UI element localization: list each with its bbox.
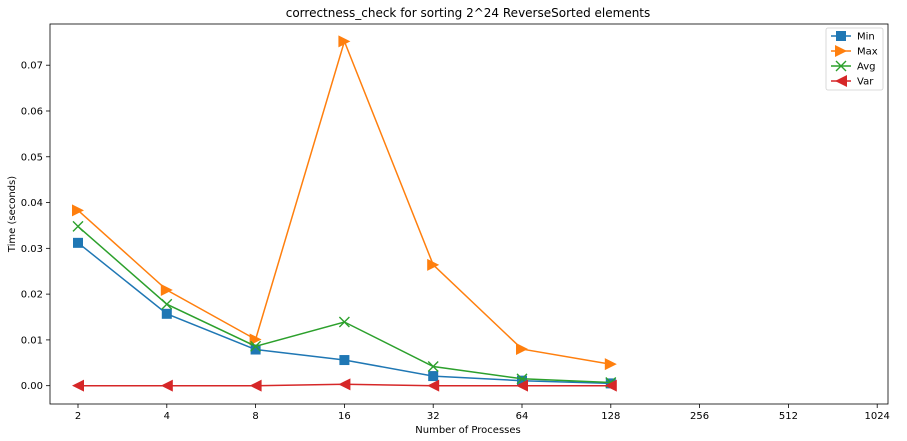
x-tick-label: 1024 bbox=[864, 411, 889, 422]
data-point bbox=[160, 379, 173, 392]
data-point bbox=[249, 379, 262, 392]
data-point bbox=[516, 379, 528, 392]
data-point bbox=[250, 344, 261, 355]
legend-marker bbox=[835, 45, 847, 57]
legend: Min Max Avg Var bbox=[825, 27, 884, 91]
y-axis: 0.00 0.01 0.02 0.03 0.04 0.05 0.06 0.07 bbox=[21, 61, 50, 392]
data-point bbox=[427, 379, 440, 392]
data-point bbox=[73, 237, 83, 248]
y-axis-title: Time (seconds) bbox=[7, 176, 18, 253]
legend-item: Min bbox=[831, 31, 875, 43]
series-max bbox=[72, 35, 617, 371]
data-point bbox=[338, 316, 350, 328]
legend-label: Var bbox=[857, 77, 874, 88]
y-tick-label: 0.00 bbox=[21, 381, 43, 392]
data-point bbox=[72, 220, 84, 232]
legend-marker bbox=[835, 60, 847, 72]
x-axis: 2 4 8 16 32 64 128 256 512 1024 bbox=[75, 404, 890, 422]
data-point bbox=[604, 379, 617, 392]
series-avg bbox=[72, 220, 617, 388]
legend-marker bbox=[835, 75, 847, 87]
chart-title: correctness_check for sorting 2^24 Rever… bbox=[286, 6, 651, 20]
legend-label: Min bbox=[857, 32, 875, 43]
x-tick-label: 4 bbox=[164, 411, 170, 422]
y-tick-label: 0.02 bbox=[21, 290, 43, 301]
data-point bbox=[160, 284, 173, 296]
plot-frame bbox=[49, 23, 889, 405]
legend-marker bbox=[836, 31, 846, 41]
y-tick-label: 0.06 bbox=[21, 106, 43, 117]
data-point bbox=[427, 360, 439, 372]
x-tick-label: 512 bbox=[779, 411, 798, 422]
data-point bbox=[339, 355, 350, 366]
legend-item: Var bbox=[831, 75, 874, 88]
x-tick-label: 8 bbox=[252, 411, 258, 422]
y-tick-label: 0.03 bbox=[21, 244, 43, 255]
legend-item: Max bbox=[831, 45, 878, 58]
series-min bbox=[73, 237, 616, 389]
x-tick-label: 64 bbox=[516, 411, 529, 422]
series-line bbox=[77, 39, 611, 365]
data-point bbox=[428, 371, 439, 382]
data-point bbox=[338, 35, 351, 48]
y-tick-label: 0.01 bbox=[21, 335, 43, 346]
data-point bbox=[517, 375, 527, 386]
y-tick-label: 0.07 bbox=[21, 61, 43, 72]
x-tick-label: 2 bbox=[75, 411, 81, 422]
y-tick-label: 0.05 bbox=[21, 152, 43, 163]
data-point bbox=[250, 340, 262, 352]
legend-label: Avg bbox=[857, 62, 876, 73]
x-tick-label: 256 bbox=[690, 411, 709, 422]
x-axis-title: Number of Processes bbox=[415, 425, 520, 436]
data-point bbox=[516, 343, 528, 356]
series-layer bbox=[72, 35, 617, 392]
x-tick-label: 32 bbox=[427, 411, 440, 422]
legend-label: Max bbox=[857, 47, 878, 58]
data-point bbox=[161, 298, 173, 310]
x-tick-label: 128 bbox=[601, 411, 620, 422]
data-point bbox=[72, 379, 84, 392]
x-tick-label: 16 bbox=[338, 411, 351, 422]
data-point bbox=[72, 204, 84, 217]
legend-box bbox=[825, 27, 884, 91]
data-point bbox=[604, 358, 617, 371]
series-var bbox=[72, 378, 617, 392]
y-tick-label: 0.04 bbox=[21, 198, 43, 209]
data-point bbox=[338, 378, 351, 391]
data-point bbox=[427, 258, 440, 271]
legend-item: Avg bbox=[831, 60, 876, 73]
data-point bbox=[161, 308, 172, 319]
